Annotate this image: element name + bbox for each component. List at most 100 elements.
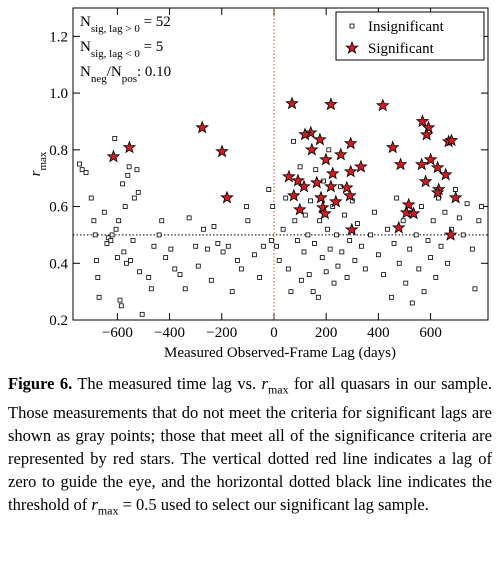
square-point	[368, 232, 373, 238]
square-point	[362, 266, 368, 272]
square-point	[295, 238, 300, 243]
square-point	[261, 243, 266, 249]
square-point	[205, 246, 210, 252]
star-point	[448, 190, 463, 204]
square-point	[116, 218, 122, 224]
caption: Figure 6. The measured time lag vs. rmax…	[8, 372, 492, 523]
star-point	[423, 152, 438, 166]
star-point	[291, 173, 305, 187]
x-tick-label: −400	[154, 325, 185, 341]
square-point	[421, 289, 427, 295]
star-point	[376, 98, 390, 112]
square-point	[92, 232, 98, 238]
square-point	[118, 303, 124, 309]
square-point	[394, 195, 400, 201]
caption-text: max	[267, 382, 289, 397]
star-point	[343, 188, 357, 202]
star-point	[293, 202, 307, 216]
square-point	[479, 204, 484, 209]
x-tick-label: 600	[419, 325, 442, 341]
square-point	[460, 232, 466, 238]
square-point	[306, 272, 312, 278]
square-point	[186, 215, 192, 221]
star-point	[418, 174, 433, 188]
square-point	[109, 232, 115, 238]
star-point	[419, 127, 434, 141]
star-point	[122, 140, 137, 154]
star-point	[316, 200, 330, 214]
square-point	[433, 275, 439, 280]
square-point	[172, 266, 178, 272]
square-point	[139, 311, 145, 317]
square-point	[327, 246, 333, 252]
star-point	[305, 142, 319, 156]
square-point	[310, 289, 316, 295]
square-point	[274, 243, 279, 249]
square-point	[381, 272, 386, 278]
square-point	[251, 252, 257, 258]
square-point	[372, 209, 377, 215]
square-point	[122, 204, 128, 209]
square-point	[182, 286, 188, 292]
square-point	[409, 300, 415, 306]
caption-text: = 0.5 used to select our significant lag…	[118, 495, 429, 515]
square-point	[416, 266, 422, 272]
square-point	[291, 138, 296, 144]
square-point	[229, 289, 235, 295]
square-point	[120, 181, 125, 187]
square-point	[83, 170, 89, 175]
square-point	[302, 212, 308, 218]
square-point	[113, 226, 119, 232]
square-point	[94, 258, 99, 263]
star-point	[324, 97, 338, 111]
square-point	[148, 286, 154, 292]
star-point	[430, 185, 445, 199]
square-point	[201, 226, 206, 232]
square-point	[407, 246, 413, 252]
y-tick-label: 0.8	[49, 143, 68, 159]
text-part: = 52	[140, 14, 171, 30]
square-point	[297, 164, 303, 170]
square-point	[445, 260, 450, 266]
text-part: /N	[107, 64, 122, 80]
square-point	[128, 258, 133, 263]
square-point	[245, 218, 251, 224]
text-part: pos	[122, 73, 137, 85]
square-point	[425, 238, 431, 243]
square-point	[91, 218, 97, 224]
square-point	[208, 277, 214, 283]
square-point	[476, 218, 482, 224]
square-point	[359, 243, 364, 249]
square-point	[438, 243, 444, 249]
square-point	[168, 246, 174, 252]
star-point	[443, 227, 458, 241]
caption-text: r	[91, 495, 98, 515]
square-point	[313, 167, 319, 173]
square-point	[325, 226, 330, 232]
square-point	[211, 223, 217, 229]
square-point	[339, 249, 345, 255]
square-point	[220, 249, 226, 255]
square-point	[456, 215, 462, 221]
square-point	[419, 204, 424, 209]
star-point	[310, 175, 324, 189]
star-point	[313, 132, 327, 146]
star-point	[344, 222, 359, 236]
annotation: Nsig, lag > 0 = 52	[80, 14, 171, 35]
square-point	[244, 204, 249, 209]
legend-box	[335, 11, 485, 61]
square-point	[276, 258, 282, 263]
x-tick-label: −200	[206, 325, 237, 341]
y-tick-label: 1.2	[49, 29, 68, 45]
square-point	[413, 232, 419, 238]
plot-frame	[72, 7, 489, 321]
square-point	[177, 272, 183, 278]
square-point	[385, 226, 390, 232]
text-part: N	[80, 14, 91, 30]
star-point	[343, 164, 358, 178]
star-point	[220, 190, 234, 204]
square-point	[134, 167, 140, 173]
square-point	[266, 187, 272, 192]
square-point	[105, 235, 111, 241]
